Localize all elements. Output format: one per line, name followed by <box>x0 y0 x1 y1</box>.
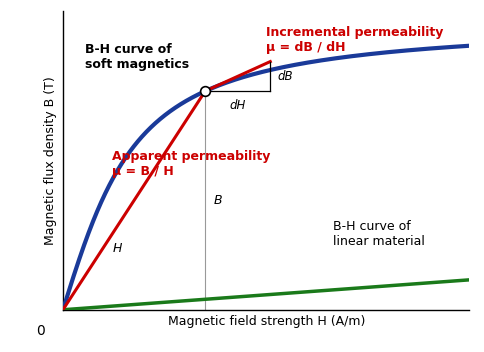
Text: H: H <box>112 242 121 255</box>
Text: B: B <box>213 194 222 207</box>
Text: Incremental permeability
μ = dB / dH: Incremental permeability μ = dB / dH <box>266 26 443 54</box>
Text: B-H curve of
soft magnetics: B-H curve of soft magnetics <box>85 43 189 71</box>
Text: Apparent permeability
μ = B / H: Apparent permeability μ = B / H <box>112 150 270 178</box>
Y-axis label: Magnetic flux density B (T): Magnetic flux density B (T) <box>45 76 58 245</box>
Text: 0: 0 <box>36 324 45 338</box>
Text: dB: dB <box>278 70 293 83</box>
Text: B-H curve of
linear material: B-H curve of linear material <box>333 220 425 248</box>
Text: dH: dH <box>229 99 246 112</box>
X-axis label: Magnetic field strength H (A/m): Magnetic field strength H (A/m) <box>167 315 365 328</box>
